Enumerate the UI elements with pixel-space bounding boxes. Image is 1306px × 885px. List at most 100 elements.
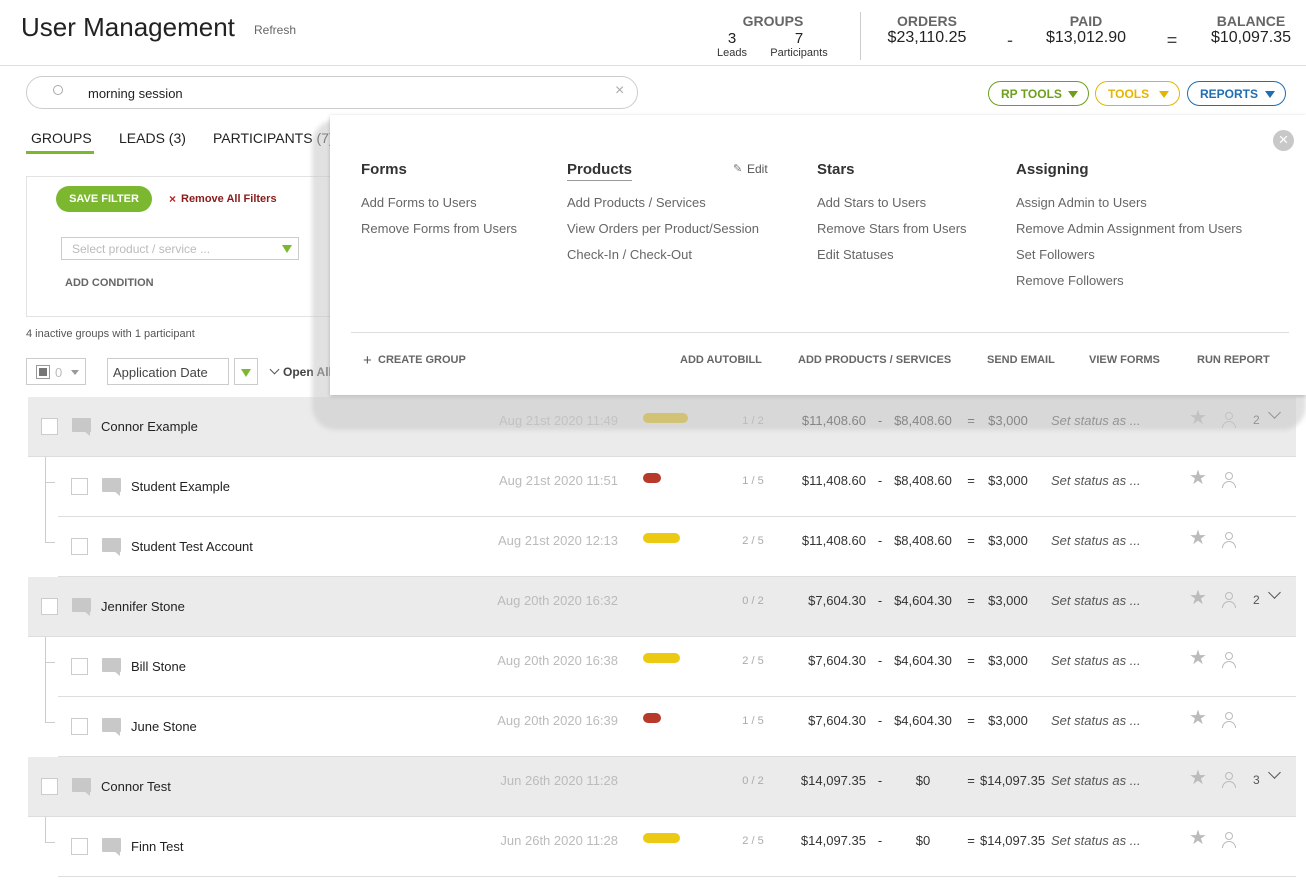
tab[interactable]: PARTICIPANTS (7): [213, 130, 334, 146]
tree-line: [45, 817, 46, 843]
menu-item[interactable]: Remove Followers: [1016, 273, 1124, 288]
sort-caret: [241, 369, 251, 377]
row-date: Jun 26th 2020 11:28: [500, 773, 618, 788]
search-box[interactable]: morning session ×: [26, 76, 638, 109]
row-date: Jun 26th 2020 11:28: [500, 833, 618, 848]
row-date: Aug 21st 2020 12:13: [498, 533, 618, 548]
row-progress: 0 / 2: [742, 595, 764, 607]
row-checkbox[interactable]: [71, 478, 88, 495]
row-checkbox[interactable]: [41, 598, 58, 615]
menu-item[interactable]: Add Stars to Users: [817, 195, 927, 210]
save-filter-button[interactable]: SAVE FILTER: [56, 186, 152, 212]
tool-button[interactable]: RP TOOLS: [988, 81, 1089, 106]
participants-label: Participants: [770, 47, 828, 59]
star-icon[interactable]: ★: [1189, 587, 1207, 609]
sort-select[interactable]: Application Date: [107, 358, 229, 385]
star-icon[interactable]: ★: [1189, 527, 1207, 549]
row-name[interactable]: Student Example: [131, 479, 231, 494]
row-equals: =: [967, 773, 975, 788]
group-row: [28, 757, 1296, 817]
tool-button[interactable]: TOOLS: [1095, 81, 1180, 106]
remove-icon[interactable]: ×: [169, 192, 177, 206]
row-minus: -: [877, 473, 883, 488]
tag-bar: [643, 653, 680, 663]
row-total: $11,408.60: [801, 533, 866, 548]
star-icon[interactable]: ★: [1189, 707, 1207, 729]
row-status[interactable]: Set status as ...: [1051, 833, 1141, 848]
tool-button[interactable]: REPORTS: [1187, 81, 1286, 106]
tool-button-label: TOOLS: [1108, 87, 1150, 101]
select-caret: [282, 245, 292, 253]
chat-icon-tail: [114, 671, 120, 676]
row-name[interactable]: Jennifer Stone: [101, 599, 185, 614]
tool-button-label: RP TOOLS: [1001, 87, 1062, 101]
menu-action[interactable]: VIEW FORMS: [1089, 354, 1160, 366]
row-status[interactable]: Set status as ...: [1051, 533, 1141, 548]
star-icon[interactable]: ★: [1189, 467, 1207, 489]
row-status[interactable]: Set status as ...: [1051, 713, 1141, 728]
row-checkbox[interactable]: [41, 778, 58, 795]
menu-item[interactable]: Edit Statuses: [817, 247, 894, 262]
leads-label: Leads: [717, 47, 747, 59]
row-status[interactable]: Set status as ...: [1051, 593, 1141, 608]
menu-action[interactable]: ADD PRODUCTS / SERVICES: [798, 354, 952, 366]
row-name[interactable]: Connor Example: [101, 419, 198, 434]
balance-label: BALANCE: [1216, 13, 1286, 29]
row-progress: 2 / 5: [742, 655, 764, 667]
chat-icon: [102, 478, 121, 492]
row-status[interactable]: Set status as ...: [1051, 653, 1141, 668]
menu-item[interactable]: Check-In / Check-Out: [567, 247, 692, 262]
row-checkbox[interactable]: [41, 418, 58, 435]
edit-icon[interactable]: ✎: [733, 163, 743, 175]
menu-item[interactable]: Add Products / Services: [567, 195, 706, 210]
row-name[interactable]: Student Test Account: [131, 539, 253, 554]
product-select[interactable]: Select product / service ...: [61, 237, 299, 260]
clear-icon[interactable]: ×: [615, 82, 625, 99]
tab[interactable]: LEADS (3): [119, 130, 186, 146]
menu-item[interactable]: Remove Admin Assignment from Users: [1016, 221, 1243, 236]
row-balance: $14,097.35: [980, 773, 1046, 788]
menu-action[interactable]: ADD AUTOBILL: [680, 354, 762, 366]
row-name[interactable]: June Stone: [131, 719, 197, 734]
create-group[interactable]: CREATE GROUP: [378, 354, 466, 366]
menu-action[interactable]: SEND EMAIL: [987, 354, 1055, 366]
row-minus: -: [877, 713, 883, 728]
orders-value: $23,110.25: [887, 29, 967, 46]
menu-item[interactable]: Set Followers: [1016, 247, 1095, 262]
assign-icon-head: [1225, 472, 1233, 480]
menu-item[interactable]: Remove Stars from Users: [817, 221, 967, 236]
remove-filters[interactable]: Remove All Filters: [181, 193, 277, 205]
close-button[interactable]: ×: [1273, 130, 1294, 151]
row-checkbox[interactable]: [71, 538, 88, 555]
row-checkbox[interactable]: [71, 838, 88, 855]
star-icon[interactable]: ★: [1189, 767, 1207, 789]
create-plus[interactable]: +: [363, 352, 372, 369]
menu-item[interactable]: Add Forms to Users: [361, 195, 477, 210]
child-row: [58, 697, 1296, 757]
chat-icon-tail: [84, 431, 90, 436]
menu-item[interactable]: Assign Admin to Users: [1016, 195, 1147, 210]
select-placeholder: Select product / service ...: [72, 242, 211, 256]
edit-link[interactable]: Edit: [747, 162, 768, 176]
row-checkbox[interactable]: [71, 658, 88, 675]
row-paid: $0: [915, 773, 931, 788]
tab[interactable]: GROUPS: [31, 130, 92, 146]
row-name[interactable]: Bill Stone: [131, 659, 186, 674]
refresh-link[interactable]: Refresh: [254, 23, 297, 37]
row-checkbox[interactable]: [71, 718, 88, 735]
assign-icon-head: [1225, 712, 1233, 720]
row-name[interactable]: Finn Test: [131, 839, 184, 854]
row-name[interactable]: Connor Test: [101, 779, 171, 794]
row-status[interactable]: Set status as ...: [1051, 773, 1141, 788]
menu-item[interactable]: View Orders per Product/Session: [567, 221, 759, 236]
assign-icon-body: [1222, 841, 1236, 848]
star-icon[interactable]: ★: [1189, 827, 1207, 849]
select-all[interactable]: 0: [26, 358, 86, 385]
sort-direction[interactable]: [234, 358, 258, 385]
add-condition[interactable]: ADD CONDITION: [65, 277, 154, 289]
menu-action[interactable]: RUN REPORT: [1197, 354, 1270, 366]
row-status[interactable]: Set status as ...: [1051, 473, 1141, 488]
chat-icon: [102, 838, 121, 852]
menu-item[interactable]: Remove Forms from Users: [361, 221, 518, 236]
star-icon[interactable]: ★: [1189, 647, 1207, 669]
